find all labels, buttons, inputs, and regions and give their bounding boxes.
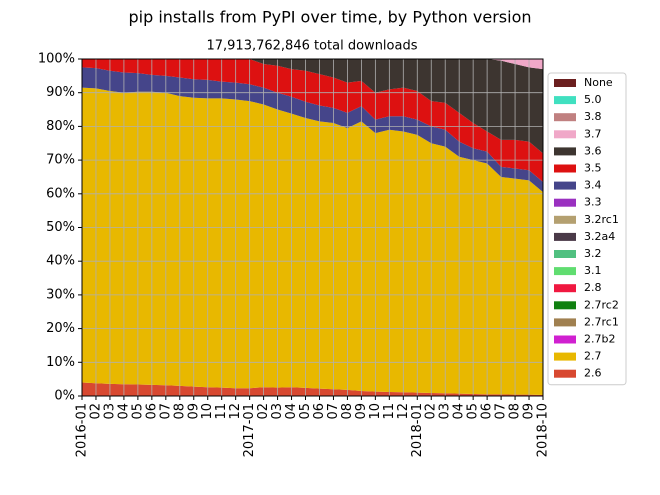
x-tick-label: 02 (424, 403, 439, 420)
y-tick-label: 30% (46, 287, 75, 302)
y-tick-label: 90% (46, 85, 75, 100)
y-tick-label: 40% (46, 254, 75, 269)
area (82, 87, 543, 395)
x-tick-label: 06 (312, 403, 327, 420)
area (82, 59, 543, 70)
x-tick-label: 09 (186, 403, 201, 420)
y-tick-label: 80% (46, 119, 75, 134)
legend-swatch (554, 267, 576, 276)
legend-label: 3.6 (584, 144, 602, 157)
x-tick-label: 08 (508, 403, 523, 420)
legend-label: 2.7rc2 (584, 298, 619, 311)
legend-swatch (554, 96, 576, 105)
x-tick-label: 2018-01 (410, 403, 425, 457)
x-tick-label: 03 (102, 403, 117, 420)
x-tick-label: 11 (214, 403, 229, 420)
legend-label: 3.5 (584, 162, 602, 175)
x-tick-label: 05 (466, 403, 481, 420)
legend-label: 2.7 (584, 350, 602, 363)
legend-label: 3.2 (584, 247, 602, 260)
area (82, 59, 543, 154)
area (82, 382, 543, 396)
area (82, 67, 543, 193)
chart-subtitle: 17,913,762,846 total downloads (206, 39, 417, 54)
legend-swatch (554, 335, 576, 344)
legend-swatch (554, 113, 576, 122)
x-tick-label: 2018-10 (536, 403, 551, 457)
y-tick-label: 100% (38, 52, 75, 67)
x-tick-label: 11 (382, 403, 397, 420)
legend-swatch (554, 215, 576, 224)
legend-swatch (554, 181, 576, 190)
x-tick-label: 07 (158, 403, 173, 420)
legend-label: 3.2a4 (584, 230, 615, 243)
x-tick-label: 09 (522, 403, 537, 420)
x-tick-label: 06 (480, 403, 495, 420)
x-tick-label: 10 (368, 403, 383, 420)
y-tick-label: 0% (54, 389, 75, 404)
legend-swatch (554, 198, 576, 207)
legend-label: 3.8 (584, 110, 602, 123)
y-tick-label: 60% (46, 186, 75, 201)
x-tick-label: 02 (256, 403, 271, 420)
legend-label: 5.0 (584, 93, 602, 106)
legend-label: 3.1 (584, 264, 602, 277)
legend-swatch (554, 79, 576, 87)
y-tick-label: 50% (46, 220, 75, 235)
x-tick-label: 05 (298, 403, 313, 420)
legend-label: 2.7b2 (584, 333, 615, 346)
legend-label: 2.6 (584, 367, 602, 380)
plot-frame (81, 58, 544, 397)
x-tick-label: 06 (144, 403, 159, 420)
legend-label: None (584, 76, 613, 89)
legend-swatch (554, 352, 576, 361)
x-tick-label: 04 (452, 403, 467, 420)
chart-title: pip installs from PyPI over time, by Pyt… (129, 8, 532, 27)
legend-label: 3.4 (584, 179, 602, 192)
area (82, 59, 543, 183)
legend-swatch (554, 369, 576, 378)
legend-label: 3.3 (584, 196, 602, 209)
y-tick-label: 70% (46, 153, 75, 168)
x-tick-label: 09 (354, 403, 369, 420)
x-tick-label: 04 (284, 403, 299, 420)
legend-label: 2.8 (584, 281, 602, 294)
x-tick-label: 12 (396, 403, 411, 420)
x-tick-label: 03 (438, 403, 453, 420)
legend-swatch (554, 164, 576, 173)
y-tick-label: 10% (46, 355, 75, 370)
x-tick-label: 12 (228, 403, 243, 420)
x-tick-label: 07 (326, 403, 341, 420)
legend-label: 3.7 (584, 127, 602, 140)
legend-label: 2.7rc1 (584, 315, 619, 328)
legend-swatch (554, 301, 576, 310)
legend-swatch (554, 232, 576, 241)
legend-swatch (554, 318, 576, 327)
legend-label: 3.2rc1 (584, 213, 619, 226)
legend-swatch (554, 147, 576, 156)
x-tick-label: 05 (130, 403, 145, 420)
x-tick-label: 08 (172, 403, 187, 420)
x-tick-label: 04 (116, 403, 131, 420)
legend-swatch (554, 130, 576, 139)
legend-swatch (554, 250, 576, 258)
y-tick-label: 20% (46, 321, 75, 336)
x-tick-label: 10 (200, 403, 215, 420)
x-tick-label: 02 (88, 403, 103, 420)
x-tick-label: 08 (340, 403, 355, 420)
x-tick-label: 2017-01 (242, 403, 257, 457)
legend-swatch (554, 284, 576, 293)
x-tick-label: 2016-01 (75, 403, 90, 457)
x-tick-label: 07 (494, 403, 509, 420)
x-tick-label: 03 (270, 403, 285, 420)
